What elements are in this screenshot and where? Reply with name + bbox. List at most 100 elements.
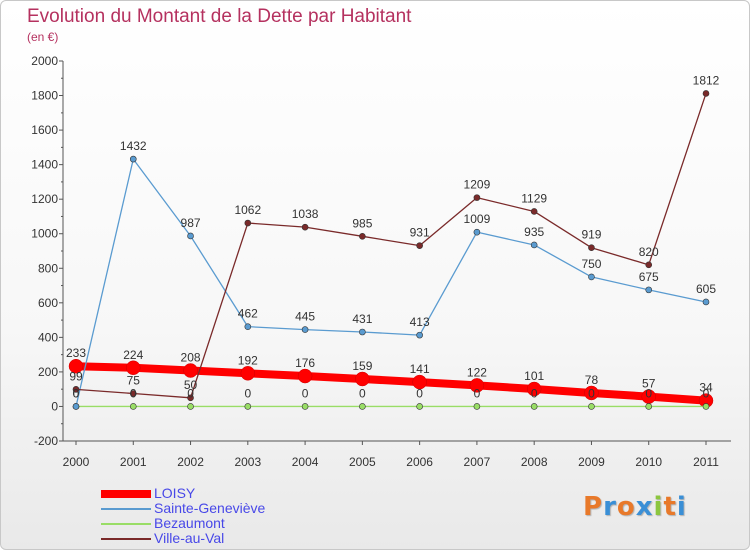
- legend-swatch: [101, 537, 151, 540]
- data-label: 233: [66, 346, 86, 360]
- legend-swatch: [101, 489, 151, 498]
- data-label: 192: [238, 353, 258, 367]
- data-label: 34: [699, 381, 713, 395]
- data-point: [530, 208, 538, 215]
- data-point: [469, 378, 485, 393]
- data-label: 0: [73, 386, 80, 400]
- data-point: [416, 331, 423, 339]
- data-label: 413: [410, 315, 430, 329]
- data-point: [359, 233, 366, 240]
- data-point: [301, 223, 309, 231]
- data-label: 1432: [120, 139, 147, 153]
- data-point: [645, 286, 653, 294]
- data-point: [530, 241, 538, 249]
- data-label: 0: [130, 386, 137, 400]
- legend-swatch: [101, 507, 151, 510]
- logo-letter: t: [663, 492, 677, 522]
- x-tick-label: 2007: [464, 455, 491, 469]
- data-point: [244, 403, 252, 410]
- plot-labels: 233 224 208 192 176 159 141 122 101 78 57 340143298…: [66, 73, 720, 400]
- y-tick-label: 0: [51, 399, 58, 413]
- data-label: 985: [352, 216, 372, 230]
- data-point: [68, 358, 84, 374]
- logo-letter: r: [603, 492, 617, 522]
- data-point: [129, 403, 137, 410]
- data-point: [416, 403, 423, 410]
- chart-title: Evolution du Montant de la Dette par Hab…: [27, 6, 412, 27]
- x-tick-label: 2006: [406, 455, 433, 469]
- data-label: 1062: [234, 203, 261, 217]
- logo-letter: x: [635, 492, 654, 522]
- data-label: 101: [524, 369, 544, 383]
- series-line-sainte-genevi-ve: [75, 158, 707, 408]
- x-tick-label: 2010: [635, 455, 662, 469]
- data-label: 0: [588, 386, 595, 400]
- y-tick-label: 200: [38, 365, 58, 379]
- logo-letter: i: [653, 492, 664, 522]
- data-point: [359, 403, 366, 410]
- data-point: [187, 403, 194, 410]
- data-point: [301, 403, 309, 410]
- data-point: [702, 403, 710, 410]
- x-tick-label: 2009: [578, 455, 605, 469]
- data-label: 675: [639, 270, 659, 284]
- data-point: [72, 386, 80, 393]
- data-label: 0: [73, 386, 80, 400]
- data-point: [473, 403, 481, 410]
- data-point: [702, 298, 710, 306]
- data-label: 0: [474, 386, 481, 400]
- y-tick-label: 1800: [31, 89, 58, 103]
- data-label: 445: [295, 310, 315, 324]
- proxiti-logo: Proxiti: [583, 492, 687, 522]
- data-point: [126, 360, 141, 376]
- x-tick-label: 2003: [234, 455, 261, 469]
- y-tick-label: 400: [38, 330, 58, 344]
- data-label: 0: [703, 386, 710, 400]
- data-label: 159: [352, 359, 372, 373]
- data-label: 0: [416, 386, 423, 400]
- data-label: 141: [410, 362, 430, 376]
- data-point: [473, 228, 481, 236]
- legend-label: LOISY: [154, 485, 196, 501]
- data-label: 1038: [292, 207, 319, 221]
- data-label: 919: [581, 228, 601, 242]
- data-label: 0: [302, 386, 309, 400]
- data-point: [588, 403, 595, 410]
- x-tick-label: 2008: [521, 455, 548, 469]
- x-tick-label: 2002: [177, 455, 204, 469]
- legend-label: Sainte-Geneviève: [154, 500, 266, 516]
- data-point: [240, 366, 256, 381]
- data-label: 176: [295, 356, 315, 370]
- data-point: [187, 232, 194, 240]
- data-point: [588, 244, 595, 252]
- series-line-ville-au-val: [75, 92, 707, 399]
- chart-subtitle: (en €): [27, 30, 59, 44]
- axes: -200020040060080010001200140016001800200…: [31, 54, 731, 469]
- legend-label: Bezaumont: [154, 515, 225, 531]
- data-point: [355, 371, 370, 387]
- data-label: 1812: [693, 73, 720, 87]
- data-point: [72, 403, 80, 410]
- data-label: 50: [184, 378, 198, 392]
- data-label: 0: [359, 386, 366, 400]
- data-label: 0: [244, 386, 251, 400]
- data-point: [129, 390, 137, 397]
- legend-swatch: [101, 522, 151, 525]
- y-tick-label: -200: [34, 434, 58, 448]
- data-label: 1209: [464, 178, 491, 192]
- y-tick-label: 1200: [31, 192, 58, 206]
- data-label: 122: [467, 365, 487, 379]
- data-point: [412, 374, 427, 390]
- data-label: 1129: [521, 191, 547, 205]
- logo-letter: P: [583, 492, 604, 522]
- data-label: 208: [181, 351, 201, 365]
- data-label: 1009: [464, 212, 491, 226]
- data-label: 987: [181, 216, 201, 230]
- y-tick-label: 1000: [31, 227, 58, 241]
- data-label: 78: [585, 373, 599, 387]
- data-label: 931: [410, 226, 430, 240]
- data-label: 224: [123, 348, 143, 362]
- series-line-loisy: [72, 362, 710, 405]
- data-point: [530, 403, 538, 410]
